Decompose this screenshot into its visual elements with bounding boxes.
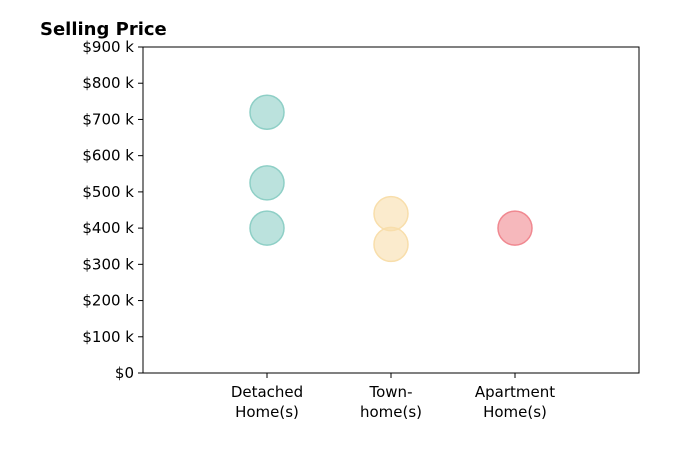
x-axis: Detached Home(s) Town-home(s) Apartment Home… <box>231 373 555 421</box>
x-tick-label-detached: Detached Home(s) <box>231 383 303 421</box>
point-detached <box>249 94 285 130</box>
marks-layer <box>249 94 533 263</box>
point-detached <box>249 165 285 201</box>
x-tick-label-apartment: Apartment Home(s) <box>475 383 555 421</box>
point-townhome <box>373 195 409 232</box>
y-tick-label: $600 k <box>82 147 134 165</box>
point-detached <box>249 210 285 246</box>
chart-title: Selling Price <box>40 19 167 40</box>
y-tick-label: $500 k <box>82 183 134 201</box>
y-tick-label: $300 k <box>82 255 134 273</box>
y-tick-label: $100 k <box>82 328 134 346</box>
y-tick-label: $0 <box>115 364 134 382</box>
x-tick-label-townhome: Town-home(s) <box>360 383 422 421</box>
point-townhome <box>373 226 409 263</box>
y-tick-label: $200 k <box>82 292 134 310</box>
y-tick-label: $400 k <box>82 219 134 237</box>
y-tick-label: $900 k <box>82 38 134 56</box>
y-tick-label: $800 k <box>82 74 134 92</box>
y-axis: $0 $100 k $200 k $300 k $400 k $500 k $600 k $7… <box>82 38 143 382</box>
point-apartment <box>497 210 533 246</box>
y-tick-label: $700 k <box>82 110 134 128</box>
